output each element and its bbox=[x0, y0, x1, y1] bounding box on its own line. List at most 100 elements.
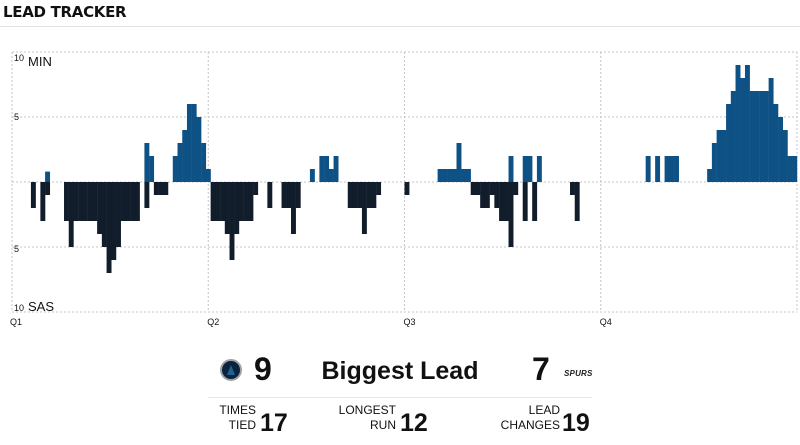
sas-lead-bar bbox=[68, 182, 74, 247]
longest-run-value: 12 bbox=[400, 409, 428, 437]
sas-lead-bar bbox=[508, 182, 514, 247]
min-lead-bar bbox=[172, 156, 178, 182]
longest-run-stat: LONGEST RUN 12 bbox=[339, 403, 458, 439]
min-lead-bar bbox=[773, 104, 779, 182]
min-lead-bar bbox=[324, 156, 330, 182]
min-lead-bar bbox=[201, 143, 207, 182]
lead-changes-stat: LEAD CHANGES 19 bbox=[484, 403, 594, 439]
min-lead-bar bbox=[707, 169, 713, 182]
sas-lead-bar bbox=[40, 182, 46, 221]
min-lead-bar bbox=[735, 65, 741, 182]
sas-lead-bar bbox=[130, 182, 136, 221]
sas-lead-bar bbox=[106, 182, 112, 273]
sas-lead-bar bbox=[371, 182, 377, 208]
sas-lead-bar bbox=[503, 182, 509, 221]
sas-lead-bar bbox=[470, 182, 476, 195]
min-lead-bar bbox=[205, 169, 211, 182]
lead-changes-label-line1: LEAD bbox=[528, 403, 560, 417]
min-lead-bar bbox=[45, 171, 51, 182]
away-biggest-lead: 7 bbox=[532, 351, 550, 387]
min-lead-bar bbox=[522, 156, 528, 182]
sas-lead-bar bbox=[111, 182, 117, 260]
min-lead-bar bbox=[527, 156, 533, 182]
spurs-logo-text: SPURS bbox=[564, 369, 593, 378]
sas-lead-bar bbox=[484, 182, 490, 208]
sas-lead-bar bbox=[291, 182, 296, 234]
longest-run-label: LONGEST RUN bbox=[339, 403, 396, 433]
sas-lead-bar bbox=[220, 182, 226, 221]
lead-changes-value: 19 bbox=[562, 409, 590, 437]
min-lead-bar bbox=[437, 169, 443, 182]
times-tied-label-line1: TIMES bbox=[219, 403, 256, 417]
min-lead-bar bbox=[754, 91, 760, 182]
min-lead-bar bbox=[645, 156, 651, 182]
page-title: LEAD TRACKER bbox=[3, 3, 127, 21]
min-lead-bar bbox=[456, 143, 462, 182]
sas-lead-bar bbox=[574, 182, 580, 221]
sas-lead-bar bbox=[229, 182, 235, 260]
min-lead-bar bbox=[664, 156, 670, 182]
min-lead-bar bbox=[191, 104, 197, 182]
longest-run-label-line2: RUN bbox=[370, 418, 396, 432]
sas-lead-bar bbox=[286, 182, 292, 208]
min-lead-bar bbox=[711, 143, 717, 182]
min-lead-bar bbox=[740, 78, 746, 182]
sas-lead-bar bbox=[570, 182, 575, 195]
biggest-lead-label: Biggest Lead bbox=[321, 357, 479, 385]
times-tied-value: 17 bbox=[260, 409, 288, 437]
sas-lead-bar bbox=[522, 182, 528, 221]
sas-lead-bar bbox=[134, 182, 140, 221]
timberwolves-logo-icon bbox=[220, 359, 242, 381]
sas-lead-bar bbox=[78, 182, 84, 221]
min-lead-bar bbox=[328, 169, 334, 182]
min-lead-bar bbox=[669, 156, 675, 182]
sas-lead-bar bbox=[366, 182, 372, 208]
sas-lead-bar bbox=[64, 182, 69, 221]
sas-lead-bar bbox=[73, 182, 79, 221]
sas-lead-bar bbox=[144, 182, 150, 208]
lead-tracker-header: LEAD TRACKER bbox=[0, 0, 800, 27]
min-lead-bar bbox=[461, 169, 467, 182]
min-lead-bar bbox=[196, 117, 202, 182]
quarter-label-q4: Q4 bbox=[600, 317, 612, 327]
min-lead-bar bbox=[792, 156, 798, 182]
min-team-label: MIN bbox=[28, 54, 52, 69]
sas-lead-bar bbox=[120, 182, 126, 221]
sas-lead-bar bbox=[494, 182, 500, 208]
sas-lead-bar bbox=[215, 182, 221, 221]
y-tick-5-bottom: 5 bbox=[14, 244, 19, 254]
min-lead-bar bbox=[144, 143, 150, 182]
min-lead-bar bbox=[149, 156, 155, 182]
sas-lead-bar bbox=[82, 182, 88, 221]
sas-lead-bar bbox=[404, 182, 410, 195]
min-lead-bar bbox=[749, 91, 755, 182]
sas-lead-bar bbox=[376, 182, 382, 195]
sas-lead-bar bbox=[347, 182, 353, 208]
spurs-logo-icon: SPURS bbox=[564, 363, 593, 378]
min-lead-bar bbox=[768, 78, 774, 182]
quarter-label-q3: Q3 bbox=[404, 317, 416, 327]
sas-lead-bar bbox=[352, 182, 358, 208]
sas-lead-bar bbox=[532, 182, 538, 221]
sas-lead-bar bbox=[357, 182, 363, 208]
min-lead-bar bbox=[186, 104, 192, 182]
min-lead-bar bbox=[763, 91, 769, 182]
sas-lead-bar bbox=[480, 182, 486, 208]
min-lead-bar bbox=[442, 169, 448, 182]
y-tick-5-top: 5 bbox=[14, 112, 19, 122]
min-lead-bar bbox=[177, 143, 183, 182]
min-lead-bar bbox=[716, 130, 722, 182]
sas-lead-bar bbox=[92, 182, 98, 221]
sas-lead-bar bbox=[243, 182, 249, 221]
sas-lead-bar bbox=[281, 182, 287, 208]
min-lead-bar bbox=[309, 169, 315, 182]
sas-lead-bar bbox=[87, 182, 93, 221]
sas-lead-bar bbox=[158, 182, 164, 195]
times-tied-stat: TIMES TIED 17 bbox=[208, 403, 318, 439]
sas-lead-bar bbox=[101, 182, 107, 247]
sas-lead-bar bbox=[267, 182, 273, 208]
sas-lead-bar bbox=[97, 182, 103, 234]
sas-lead-bar bbox=[116, 182, 121, 247]
min-lead-bar bbox=[447, 169, 452, 182]
lead-tracker-chart: 10 5 5 10 MIN SAS Q1 Q2 Q3 Q4 bbox=[10, 51, 798, 327]
